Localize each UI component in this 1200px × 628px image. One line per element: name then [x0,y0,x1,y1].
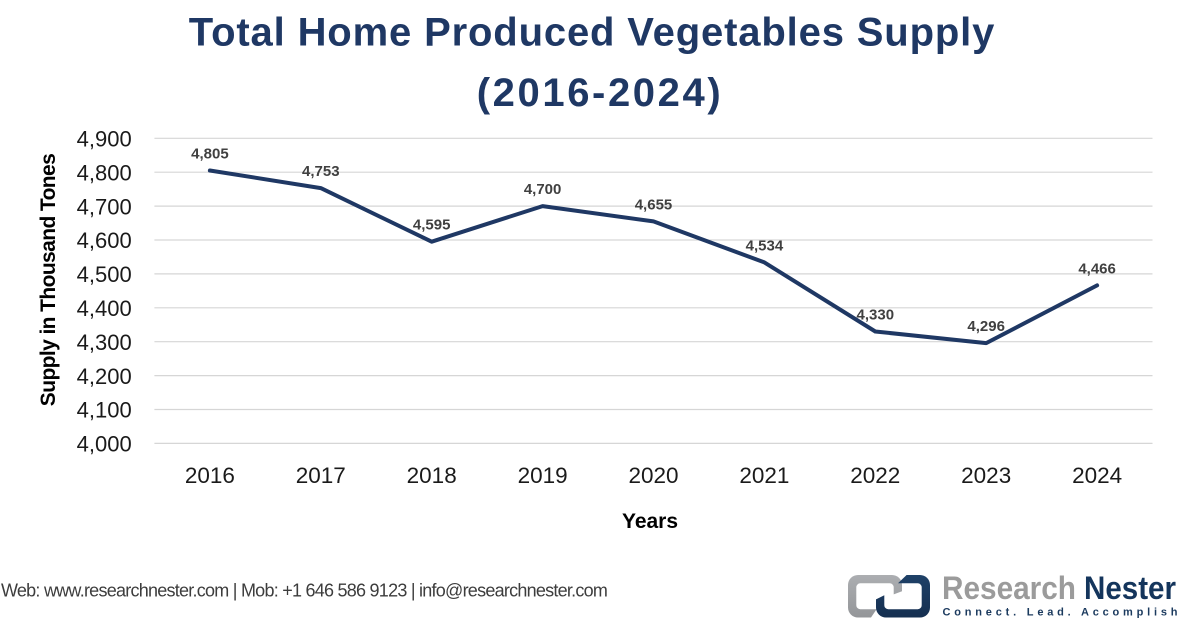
svg-text:4,200: 4,200 [77,364,132,389]
svg-text:4,466: 4,466 [1078,260,1116,277]
svg-text:4,800: 4,800 [77,160,132,185]
svg-text:4,330: 4,330 [857,306,895,323]
svg-text:Web: www.researchnester.com |: Web: www.researchnester.com | Mob: +1 64… [1,581,607,601]
svg-text:4,753: 4,753 [302,163,340,180]
svg-text:4,400: 4,400 [77,296,132,321]
svg-text:4,900: 4,900 [77,127,132,152]
svg-text:2016: 2016 [185,463,235,488]
svg-text:4,700: 4,700 [77,194,132,219]
svg-text:4,500: 4,500 [77,262,132,287]
svg-text:Total Home Produced Vegetables: Total Home Produced Vegetables Supply [189,10,995,54]
svg-text:Years: Years [622,510,678,533]
svg-text:Nester: Nester [1084,570,1176,606]
svg-text:4,600: 4,600 [77,228,132,253]
svg-text:2023: 2023 [961,463,1011,488]
svg-text:Connect. Lead. Accomplish: Connect. Lead. Accomplish [943,607,1178,619]
svg-text:2020: 2020 [628,463,678,488]
svg-text:2021: 2021 [739,463,789,488]
svg-text:4,805: 4,805 [191,145,229,162]
svg-text:4,700: 4,700 [524,181,562,198]
svg-text:2022: 2022 [850,463,900,488]
svg-text:4,100: 4,100 [77,398,132,423]
svg-text:4,534: 4,534 [746,237,784,254]
svg-text:4,300: 4,300 [77,330,132,355]
svg-text:4,296: 4,296 [967,318,1005,335]
svg-text:2018: 2018 [407,463,457,488]
svg-text:2017: 2017 [296,463,346,488]
svg-text:4,000: 4,000 [77,432,132,457]
svg-text:(2016-2024): (2016-2024) [477,71,724,115]
svg-text:4,655: 4,655 [635,196,673,213]
svg-text:Supply in Thousand Tones: Supply in Thousand Tones [37,154,60,406]
svg-text:Research: Research [942,570,1076,606]
svg-text:4,595: 4,595 [413,217,451,234]
svg-text:2024: 2024 [1072,463,1122,488]
svg-text:2019: 2019 [518,463,568,488]
